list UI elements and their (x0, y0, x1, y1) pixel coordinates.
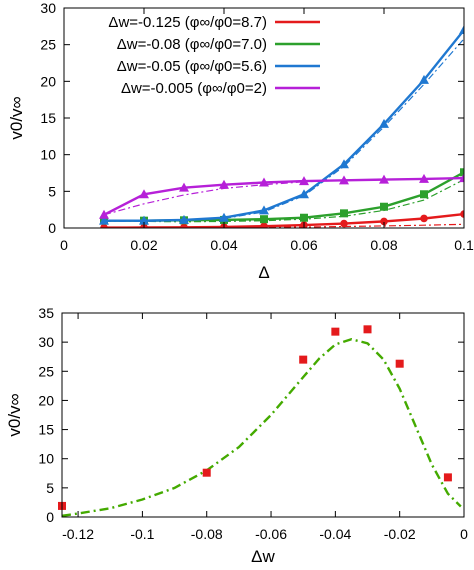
series-line (103, 176, 464, 216)
legend-label: Δw=-0.05 (φ∞/φ0=5.6) (117, 58, 267, 75)
data-point (459, 173, 464, 183)
legend-label: Δw=-0.125 (φ∞/φ0=8.7) (108, 14, 267, 31)
data-point (339, 159, 349, 169)
y-tick-label: 10 (38, 451, 54, 467)
y-tick-label: 15 (38, 422, 54, 438)
series-line (103, 212, 464, 228)
data-point (443, 473, 452, 482)
data-point (299, 176, 309, 186)
fit-line (103, 177, 464, 216)
data-point (331, 327, 340, 336)
x-tick-label: 0.1 (454, 237, 474, 253)
data-point (379, 174, 389, 184)
y-axis-label: v0/v∞ (5, 393, 24, 436)
data-point (379, 118, 389, 128)
y-tick-label: 0 (46, 509, 54, 525)
data-point (460, 210, 464, 218)
x-tick-label: 0.06 (290, 237, 317, 253)
data-point (339, 175, 349, 185)
x-tick-label: -0.02 (384, 526, 416, 542)
top-chart: 0 0.02 0.04 0.06 0.08 0.1 0 5 10 15 20 25 30 Δw=-0.12… (7, 0, 474, 282)
data-point (340, 209, 348, 218)
y-tick-label: 20 (38, 392, 54, 408)
data-point (395, 359, 404, 368)
y-tick-label: 5 (48, 183, 56, 199)
legend-label: Δw=-0.08 (φ∞/φ0=7.0) (117, 36, 267, 53)
data-point (259, 205, 269, 215)
legend-label: Δw=-0.005 (φ∞/φ0=2) (121, 80, 267, 97)
x-tick-label: -0.06 (255, 526, 287, 542)
data-point (179, 214, 189, 224)
y-tick-label: 5 (46, 480, 54, 496)
y-tick-label: 20 (40, 73, 56, 89)
series-line (104, 29, 464, 222)
bottom-chart: -0.12 -0.1 -0.08 -0.06 -0.04 -0.02 0 0 5 10 15 20 25… (5, 305, 468, 566)
plot-area (99, 25, 464, 228)
x-tick-label: 0.04 (210, 237, 237, 253)
data-point (260, 222, 268, 228)
data-point (380, 217, 388, 226)
data-point (340, 219, 348, 228)
data-point (179, 182, 189, 192)
y-tick-label: 10 (40, 147, 56, 163)
y-tick-label: 25 (38, 363, 54, 379)
data-point (219, 212, 229, 222)
x-tick-label: 0 (60, 237, 68, 253)
data-point (180, 223, 188, 228)
data-point (460, 168, 464, 177)
data-point (299, 355, 308, 364)
legend: Δw=-0.125 (φ∞/φ0=8.7) Δw=-0.08 (φ∞/φ0=7.0… (108, 14, 320, 97)
data-point (363, 325, 372, 334)
data-point (419, 74, 429, 84)
x-tick-label: 0 (460, 526, 468, 542)
x-tick-label: -0.04 (319, 526, 351, 542)
x-tick-label: -0.08 (191, 526, 223, 542)
x-axis-label: Δw (251, 547, 275, 566)
data-point (420, 190, 428, 199)
data-point (99, 215, 109, 225)
data-point (139, 189, 149, 199)
data-point (99, 209, 109, 219)
data-point (419, 173, 429, 183)
x-tick-label: -0.1 (130, 526, 154, 542)
data-point (299, 189, 309, 199)
plot-area (58, 325, 462, 517)
x-tick-label: -0.12 (62, 526, 94, 542)
y-tick-label: 30 (40, 0, 56, 16)
fit-line (61, 337, 462, 517)
y-tick-label: 30 (38, 334, 54, 350)
y-axis-label: v0/v∞ (7, 96, 26, 139)
data-point (260, 215, 268, 224)
data-point (139, 215, 149, 225)
data-point (459, 25, 464, 34)
y-tick-label: 25 (40, 37, 56, 53)
x-axis-label: Δ (258, 263, 269, 282)
y-tick-label: 35 (38, 305, 54, 321)
data-point (202, 468, 211, 477)
x-tick-label: 0.08 (370, 237, 397, 253)
data-point (100, 223, 108, 228)
y-tick-label: 0 (48, 220, 56, 236)
x-tick-label: 0.02 (130, 237, 157, 253)
y-tick-label: 15 (40, 110, 56, 126)
data-point (420, 214, 428, 223)
plot-frame (61, 312, 465, 518)
data-point (300, 213, 308, 222)
data-point (259, 177, 269, 187)
data-point (380, 202, 388, 211)
data-point (219, 179, 229, 189)
